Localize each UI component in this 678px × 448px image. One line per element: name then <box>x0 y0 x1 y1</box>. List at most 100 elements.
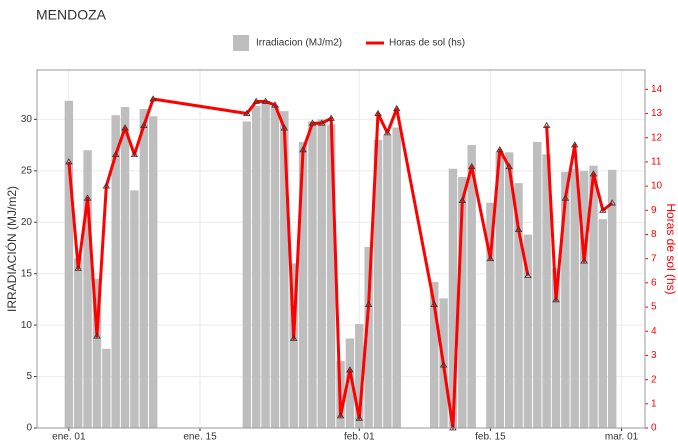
marker <box>514 225 523 233</box>
marker <box>496 146 504 153</box>
marker <box>149 95 157 102</box>
y2-tick-label: 1 <box>651 398 657 409</box>
y2-axis-label: Horas de sol (hs) <box>664 203 678 294</box>
marker <box>561 194 570 201</box>
y-axis-label: IRRADIACIÓN (MJ/m2) <box>4 186 19 312</box>
marker <box>130 150 139 158</box>
bar <box>308 121 317 429</box>
marker <box>467 162 476 170</box>
x-tick-label: feb. 01 <box>344 432 375 443</box>
y2-tick-label: 8 <box>651 229 657 240</box>
y-tick-label: 25 <box>21 165 33 176</box>
bar <box>514 183 523 428</box>
x-tick-label: ene. 15 <box>183 432 217 443</box>
marker <box>252 97 260 104</box>
chart-title: MENDOZA <box>36 7 107 23</box>
y2-tick-label: 0 <box>651 423 657 434</box>
y-tick-label: 0 <box>26 423 32 434</box>
bar <box>280 111 289 429</box>
y2-tick-label: 2 <box>651 374 657 385</box>
y-tick-label: 20 <box>21 217 33 228</box>
marker <box>280 124 289 131</box>
bar <box>242 121 252 429</box>
bar <box>589 165 598 428</box>
bar <box>467 145 476 428</box>
marker <box>439 361 448 368</box>
marker <box>552 296 560 303</box>
marker <box>243 109 251 116</box>
y-tick-label: 10 <box>21 320 33 331</box>
marker <box>374 109 382 116</box>
bar <box>355 324 364 428</box>
y-tick-label: 15 <box>21 268 33 279</box>
bar <box>373 139 383 428</box>
bar <box>83 150 92 428</box>
bar <box>448 168 458 429</box>
bar <box>561 171 570 428</box>
bar <box>252 106 261 429</box>
marker <box>327 114 335 121</box>
y2-tick-label: 7 <box>651 253 657 264</box>
bar <box>551 268 561 428</box>
marker <box>83 194 92 201</box>
bar <box>289 263 298 428</box>
bar <box>130 190 139 428</box>
bar <box>598 219 608 428</box>
y-tick-label: 30 <box>21 114 33 125</box>
line <box>545 125 614 302</box>
bar <box>345 338 355 428</box>
y2-tick-label: 12 <box>651 132 663 143</box>
bar <box>533 142 542 429</box>
legend-swatch <box>233 35 249 51</box>
marker <box>486 254 495 262</box>
bar <box>495 152 505 429</box>
marker <box>542 121 551 129</box>
marker <box>430 300 438 308</box>
line <box>67 97 530 430</box>
marker <box>505 162 513 170</box>
bar <box>139 109 149 429</box>
marker <box>393 104 401 112</box>
bar <box>261 100 270 429</box>
bar <box>64 100 74 429</box>
marker <box>589 170 598 177</box>
x-tick-label: ene. 01 <box>52 432 86 443</box>
marker <box>299 146 307 153</box>
y-tick-label: 5 <box>26 371 32 382</box>
x-tick-label: feb. 15 <box>475 432 506 443</box>
bar <box>383 134 392 428</box>
bar <box>317 119 327 429</box>
bar <box>486 202 495 428</box>
marker <box>93 332 101 339</box>
marker <box>308 119 317 126</box>
bar <box>298 142 308 429</box>
bar <box>542 154 551 428</box>
marker <box>121 124 129 131</box>
y2-tick-label: 3 <box>651 350 657 361</box>
marker <box>599 206 607 213</box>
bar <box>579 170 589 428</box>
marker <box>346 366 354 373</box>
bar <box>120 107 130 428</box>
bar <box>523 234 533 428</box>
bar <box>102 348 111 428</box>
y2-tick-label: 6 <box>651 278 657 289</box>
marker <box>336 412 345 419</box>
y2-tick-label: 4 <box>651 326 657 337</box>
bar <box>270 106 280 429</box>
marker <box>65 158 73 165</box>
marker <box>289 334 298 341</box>
bar <box>429 281 439 428</box>
marker <box>102 182 111 189</box>
bar <box>92 278 102 428</box>
x-tick-label: mar. 01 <box>605 432 639 443</box>
marker <box>111 150 120 158</box>
y2-tick-label: 9 <box>651 205 657 216</box>
y2-tick-label: 13 <box>651 108 663 119</box>
bar <box>504 152 514 429</box>
marker <box>271 101 279 108</box>
y2-tick-label: 11 <box>651 157 662 168</box>
bar <box>111 115 120 428</box>
marker <box>318 119 326 126</box>
